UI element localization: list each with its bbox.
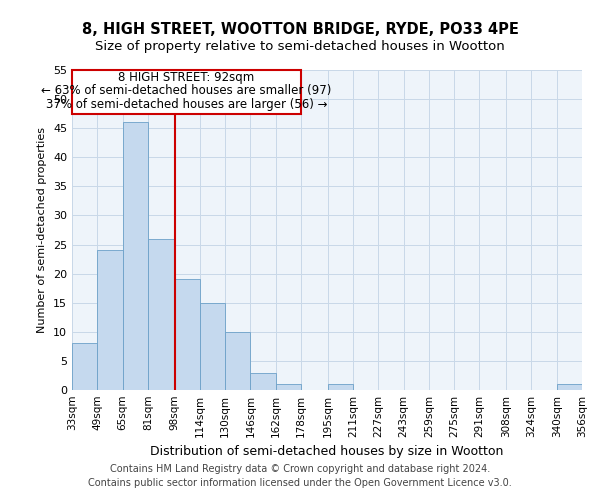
Bar: [225, 332, 250, 390]
Bar: [72, 70, 301, 114]
Text: ← 63% of semi-detached houses are smaller (97): ← 63% of semi-detached houses are smalle…: [41, 84, 332, 98]
Text: Size of property relative to semi-detached houses in Wootton: Size of property relative to semi-detach…: [95, 40, 505, 53]
Text: 8 HIGH STREET: 92sqm: 8 HIGH STREET: 92sqm: [118, 72, 254, 85]
Text: 37% of semi-detached houses are larger (56) →: 37% of semi-detached houses are larger (…: [46, 98, 327, 110]
Text: Contains HM Land Registry data © Crown copyright and database right 2024.
Contai: Contains HM Land Registry data © Crown c…: [88, 464, 512, 487]
Bar: [148, 238, 175, 390]
Bar: [200, 302, 225, 390]
Text: 8, HIGH STREET, WOOTTON BRIDGE, RYDE, PO33 4PE: 8, HIGH STREET, WOOTTON BRIDGE, RYDE, PO…: [82, 22, 518, 38]
Y-axis label: Number of semi-detached properties: Number of semi-detached properties: [37, 127, 47, 333]
X-axis label: Distribution of semi-detached houses by size in Wootton: Distribution of semi-detached houses by …: [151, 446, 503, 458]
Bar: [72, 344, 97, 390]
Bar: [175, 280, 200, 390]
Bar: [275, 384, 301, 390]
Bar: [328, 384, 353, 390]
Bar: [97, 250, 122, 390]
Bar: [557, 384, 582, 390]
Bar: [122, 122, 148, 390]
Bar: [250, 372, 275, 390]
